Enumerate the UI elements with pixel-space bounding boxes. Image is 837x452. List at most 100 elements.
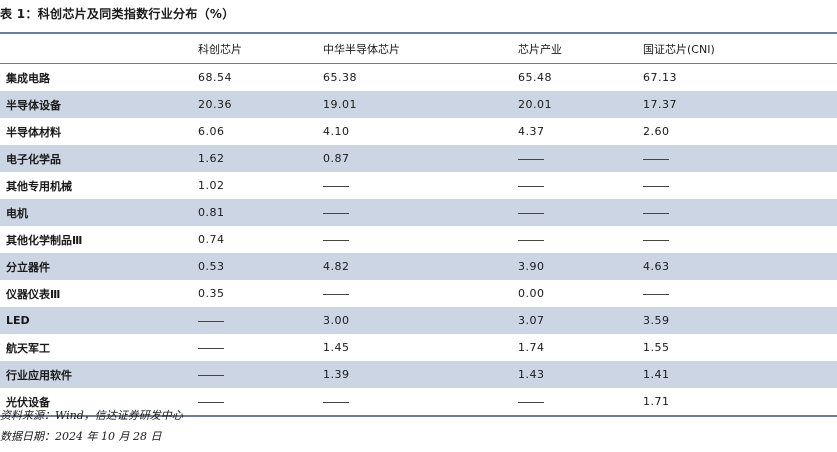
value-cell: 20.01 bbox=[512, 91, 637, 118]
value-cell: 1.74 bbox=[518, 341, 545, 354]
empty-cell bbox=[192, 388, 317, 416]
row-label: 半导体设备 bbox=[0, 91, 192, 118]
row-label: LED bbox=[0, 307, 192, 334]
value-cell: 68.54 bbox=[198, 71, 232, 84]
dash-placeholder bbox=[198, 347, 224, 349]
value-cell: 0.35 bbox=[198, 287, 225, 300]
dash-placeholder bbox=[643, 185, 669, 187]
value-cell: 0.81 bbox=[192, 199, 317, 226]
value-cell: 3.90 bbox=[512, 253, 637, 280]
value-cell: 4.10 bbox=[323, 125, 350, 138]
dash-placeholder bbox=[643, 158, 669, 160]
row-label: 电子化学品 bbox=[0, 145, 192, 172]
table-row: 集成电路 68.54 65.38 65.48 67.13 bbox=[0, 64, 837, 92]
value-cell: 3.00 bbox=[317, 307, 512, 334]
value-cell: 6.06 bbox=[198, 125, 225, 138]
table-row: 分立器件 0.53 4.82 3.90 4.63 bbox=[0, 253, 837, 280]
value-cell: 1.41 bbox=[637, 361, 837, 388]
table-row: 电机 0.81 bbox=[0, 199, 837, 226]
empty-cell bbox=[512, 172, 637, 199]
date-note: 数据日期：2024 年 10 月 28 日 bbox=[0, 430, 162, 443]
value-cell: 1.43 bbox=[512, 361, 637, 388]
table-row: 半导体设备 20.36 19.01 20.01 17.37 bbox=[0, 91, 837, 118]
industry-distribution-table: 科创芯片 中华半导体芯片 芯片产业 国证芯片(CNI) 集成电路 68.54 65.… bbox=[0, 32, 837, 417]
value-cell: 1.55 bbox=[643, 341, 670, 354]
value-cell: 4.37 bbox=[518, 125, 545, 138]
row-label: 分立器件 bbox=[0, 253, 192, 280]
empty-cell bbox=[317, 199, 512, 226]
empty-cell bbox=[637, 145, 837, 172]
empty-cell bbox=[192, 361, 317, 388]
value-cell: 4.63 bbox=[637, 253, 837, 280]
value-cell: 1.62 bbox=[192, 145, 317, 172]
dash-placeholder bbox=[518, 401, 544, 403]
column-header bbox=[0, 33, 192, 64]
empty-cell bbox=[512, 145, 637, 172]
table-row: 光伏设备 1.71 bbox=[0, 388, 837, 416]
header-row: 科创芯片 中华半导体芯片 芯片产业 国证芯片(CNI) bbox=[0, 33, 837, 64]
table-row: 航天军工 1.45 1.74 1.55 bbox=[0, 334, 837, 361]
table-row: 半导体材料 6.06 4.10 4.37 2.60 bbox=[0, 118, 837, 145]
dash-placeholder bbox=[198, 374, 224, 376]
dash-placeholder bbox=[643, 239, 669, 241]
empty-cell bbox=[192, 307, 317, 334]
dash-placeholder bbox=[643, 212, 669, 214]
dash-placeholder bbox=[323, 401, 349, 403]
empty-cell bbox=[637, 280, 837, 307]
value-cell: 1.39 bbox=[317, 361, 512, 388]
dash-placeholder bbox=[518, 212, 544, 214]
dash-placeholder bbox=[198, 320, 224, 322]
value-cell: 17.37 bbox=[637, 91, 837, 118]
row-label: 航天军工 bbox=[6, 341, 50, 355]
dash-placeholder bbox=[518, 158, 544, 160]
value-cell: 1.02 bbox=[198, 179, 225, 192]
value-cell: 0.00 bbox=[518, 287, 545, 300]
value-cell: 4.82 bbox=[317, 253, 512, 280]
dash-placeholder bbox=[643, 293, 669, 295]
value-cell: 19.01 bbox=[317, 91, 512, 118]
row-label: 行业应用软件 bbox=[0, 361, 192, 388]
value-cell: 65.38 bbox=[323, 71, 357, 84]
row-label: 仪器仪表Ⅲ bbox=[6, 287, 61, 301]
dash-placeholder bbox=[323, 185, 349, 187]
row-label: 其他化学制品Ⅲ bbox=[6, 233, 83, 247]
column-header: 中华半导体芯片 bbox=[317, 33, 512, 64]
empty-cell bbox=[192, 334, 317, 361]
dash-placeholder bbox=[323, 212, 349, 214]
empty-cell bbox=[512, 388, 637, 416]
value-cell: 1.71 bbox=[643, 395, 670, 408]
value-cell: 65.48 bbox=[518, 71, 552, 84]
empty-cell bbox=[637, 199, 837, 226]
row-label: 半导体材料 bbox=[6, 125, 61, 139]
row-label: 光伏设备 bbox=[6, 395, 50, 409]
dash-placeholder bbox=[323, 293, 349, 295]
value-cell: 0.87 bbox=[317, 145, 512, 172]
table-title: 表 1：科创芯片及同类指数行业分布（%） bbox=[0, 7, 235, 21]
table-body: 集成电路 68.54 65.38 65.48 67.13 半导体设备 20.36 19.01 2… bbox=[0, 64, 837, 417]
row-label: 电机 bbox=[0, 199, 192, 226]
table-row: LED 3.00 3.07 3.59 bbox=[0, 307, 837, 334]
dash-placeholder bbox=[323, 239, 349, 241]
dash-placeholder bbox=[198, 401, 224, 403]
table-row: 其他化学制品Ⅲ 0.74 bbox=[0, 226, 837, 253]
value-cell: 3.07 bbox=[512, 307, 637, 334]
empty-cell bbox=[512, 199, 637, 226]
column-header: 芯片产业 bbox=[512, 33, 637, 64]
source-note: 资料来源：Wind，信达证券研发中心 bbox=[0, 409, 183, 422]
value-cell: 3.59 bbox=[637, 307, 837, 334]
table-row: 电子化学品 1.62 0.87 bbox=[0, 145, 837, 172]
column-header: 国证芯片(CNI) bbox=[637, 33, 837, 64]
table-row: 行业应用软件 1.39 1.43 1.41 bbox=[0, 361, 837, 388]
empty-cell bbox=[637, 226, 837, 253]
empty-cell bbox=[317, 388, 512, 416]
value-cell: 0.74 bbox=[198, 233, 225, 246]
value-cell: 0.53 bbox=[192, 253, 317, 280]
table-row: 仪器仪表Ⅲ 0.35 0.00 bbox=[0, 280, 837, 307]
empty-cell bbox=[512, 226, 637, 253]
value-cell: 1.45 bbox=[323, 341, 350, 354]
row-label: 集成电路 bbox=[6, 71, 50, 85]
table-row: 其他专用机械 1.02 bbox=[0, 172, 837, 199]
value-cell: 67.13 bbox=[643, 71, 677, 84]
value-cell: 2.60 bbox=[643, 125, 670, 138]
dash-placeholder bbox=[518, 239, 544, 241]
